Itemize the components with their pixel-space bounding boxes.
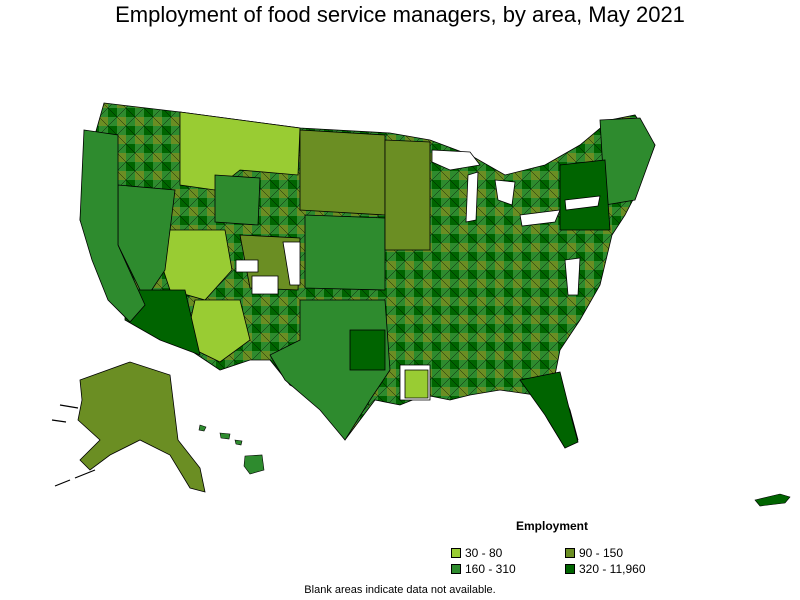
legend-swatch [565, 564, 575, 574]
contiguous-us-region [79, 102, 656, 449]
legend-label: 30 - 80 [465, 546, 503, 560]
legend-item-320-11960: 320 - 11,960 [565, 562, 646, 576]
legend-title: Employment [516, 519, 589, 533]
legend-label: 160 - 310 [465, 562, 516, 576]
legend-swatch [451, 564, 461, 574]
legend-label: 90 - 150 [579, 546, 624, 560]
legend-swatch [451, 548, 461, 558]
map-title: Employment of food service managers, by … [115, 2, 685, 27]
hawaii-region [198, 424, 265, 475]
legend-item-30-80: 30 - 80 [451, 546, 502, 560]
legend-item-90-150: 90 - 150 [565, 546, 623, 560]
alaska-region [77, 361, 206, 493]
legend-label: 320 - 11,960 [579, 562, 646, 576]
great-lakes [431, 149, 601, 296]
legend-swatch [565, 548, 575, 558]
alaska-aleutians [51, 404, 96, 487]
legend-item-160-310: 160 - 310 [451, 562, 516, 576]
data-availability-note: Blank areas indicate data not available. [304, 584, 496, 596]
puerto-rico-region [754, 493, 791, 507]
